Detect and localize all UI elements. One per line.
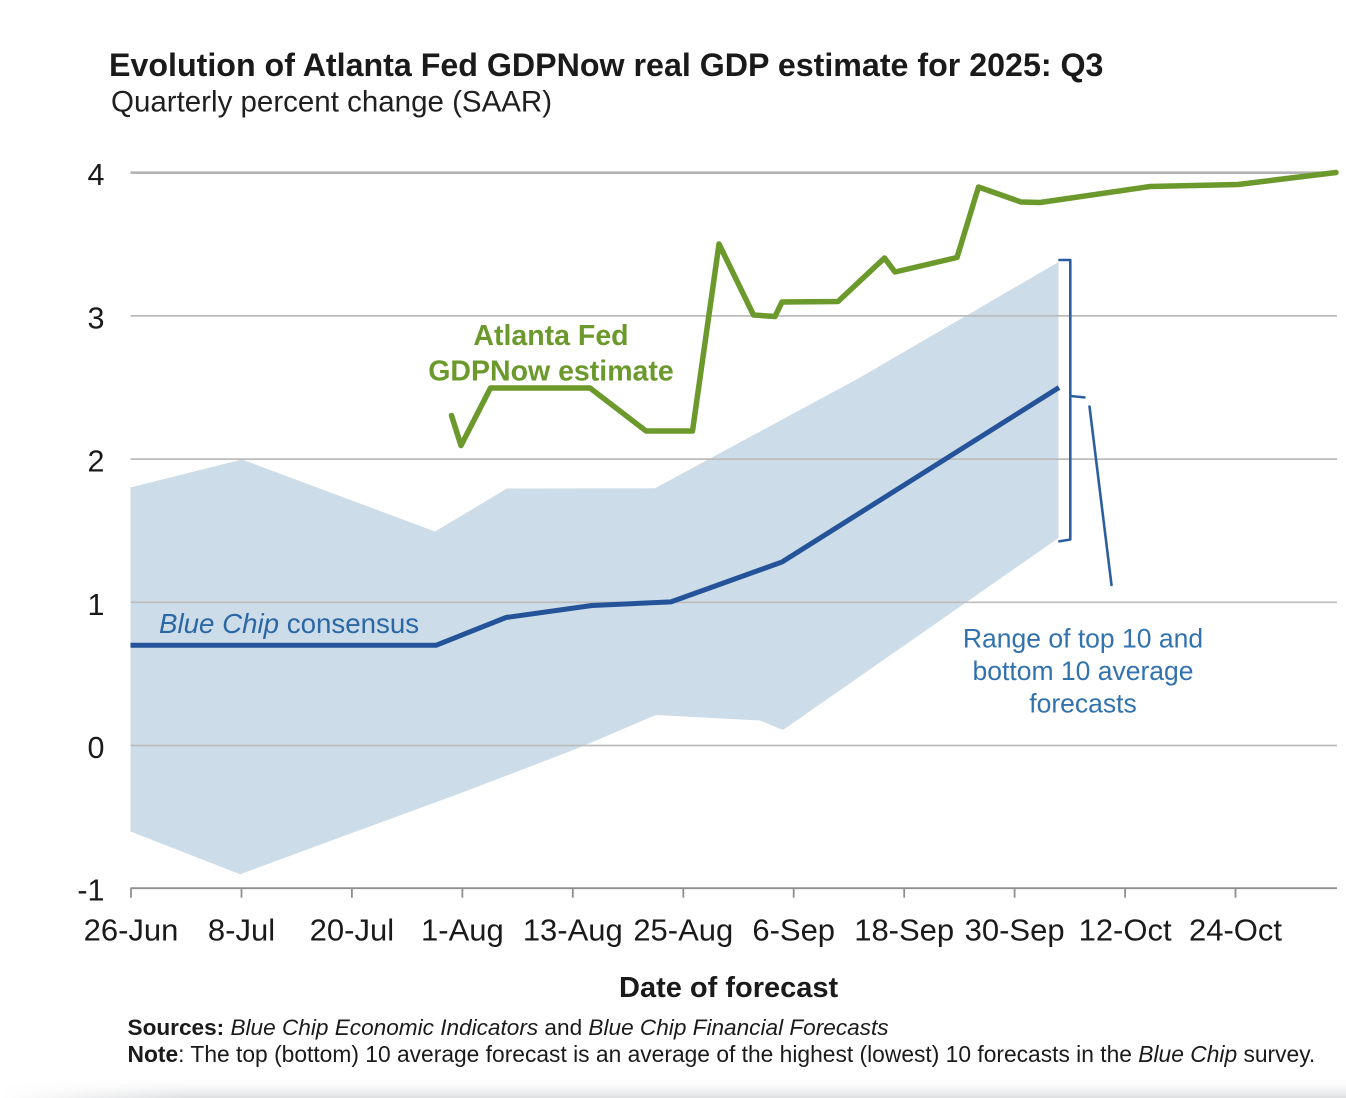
svg-text:24-Oct: 24-Oct: [1189, 913, 1282, 948]
svg-text:25-Aug: 25-Aug: [633, 913, 733, 948]
svg-text:18-Sep: 18-Sep: [854, 913, 954, 948]
svg-text:-1: -1: [77, 874, 104, 908]
svg-text:8-Jul: 8-Jul: [208, 913, 275, 948]
svg-text:3: 3: [88, 301, 105, 335]
svg-text:0: 0: [88, 731, 105, 765]
svg-text:1-Aug: 1-Aug: [421, 913, 504, 948]
svg-text:Range of top 10 and: Range of top 10 and: [963, 624, 1203, 654]
svg-text:Note: The top (bottom) 10 aver: Note: The top (bottom) 10 average foreca…: [128, 1041, 1316, 1067]
svg-text:bottom 10 average: bottom 10 average: [973, 656, 1194, 686]
svg-text:6-Sep: 6-Sep: [752, 913, 835, 948]
svg-text:Date of forecast: Date of forecast: [619, 972, 839, 1004]
svg-text:Atlanta Fed: Atlanta Fed: [473, 320, 628, 352]
svg-text:30-Sep: 30-Sep: [965, 913, 1065, 948]
svg-text:Blue Chip consensus: Blue Chip consensus: [159, 608, 419, 639]
svg-text:26-Jun: 26-Jun: [84, 913, 179, 948]
svg-text:forecasts: forecasts: [1029, 689, 1137, 719]
svg-text:1: 1: [88, 588, 105, 622]
svg-text:2: 2: [88, 445, 105, 479]
svg-text:GDPNow estimate: GDPNow estimate: [428, 356, 673, 388]
svg-text:20-Jul: 20-Jul: [310, 913, 394, 948]
svg-text:12-Oct: 12-Oct: [1079, 913, 1172, 948]
svg-text:Sources: Blue Chip Economic In: Sources: Blue Chip Economic Indicators a…: [128, 1015, 889, 1040]
svg-text:4: 4: [88, 158, 105, 192]
svg-text:Evolution of Atlanta Fed GDPNo: Evolution of Atlanta Fed GDPNow real GDP…: [109, 47, 1103, 83]
svg-text:13-Aug: 13-Aug: [523, 913, 623, 948]
svg-text:Quarterly percent change (SAAR: Quarterly percent change (SAAR): [111, 86, 552, 119]
